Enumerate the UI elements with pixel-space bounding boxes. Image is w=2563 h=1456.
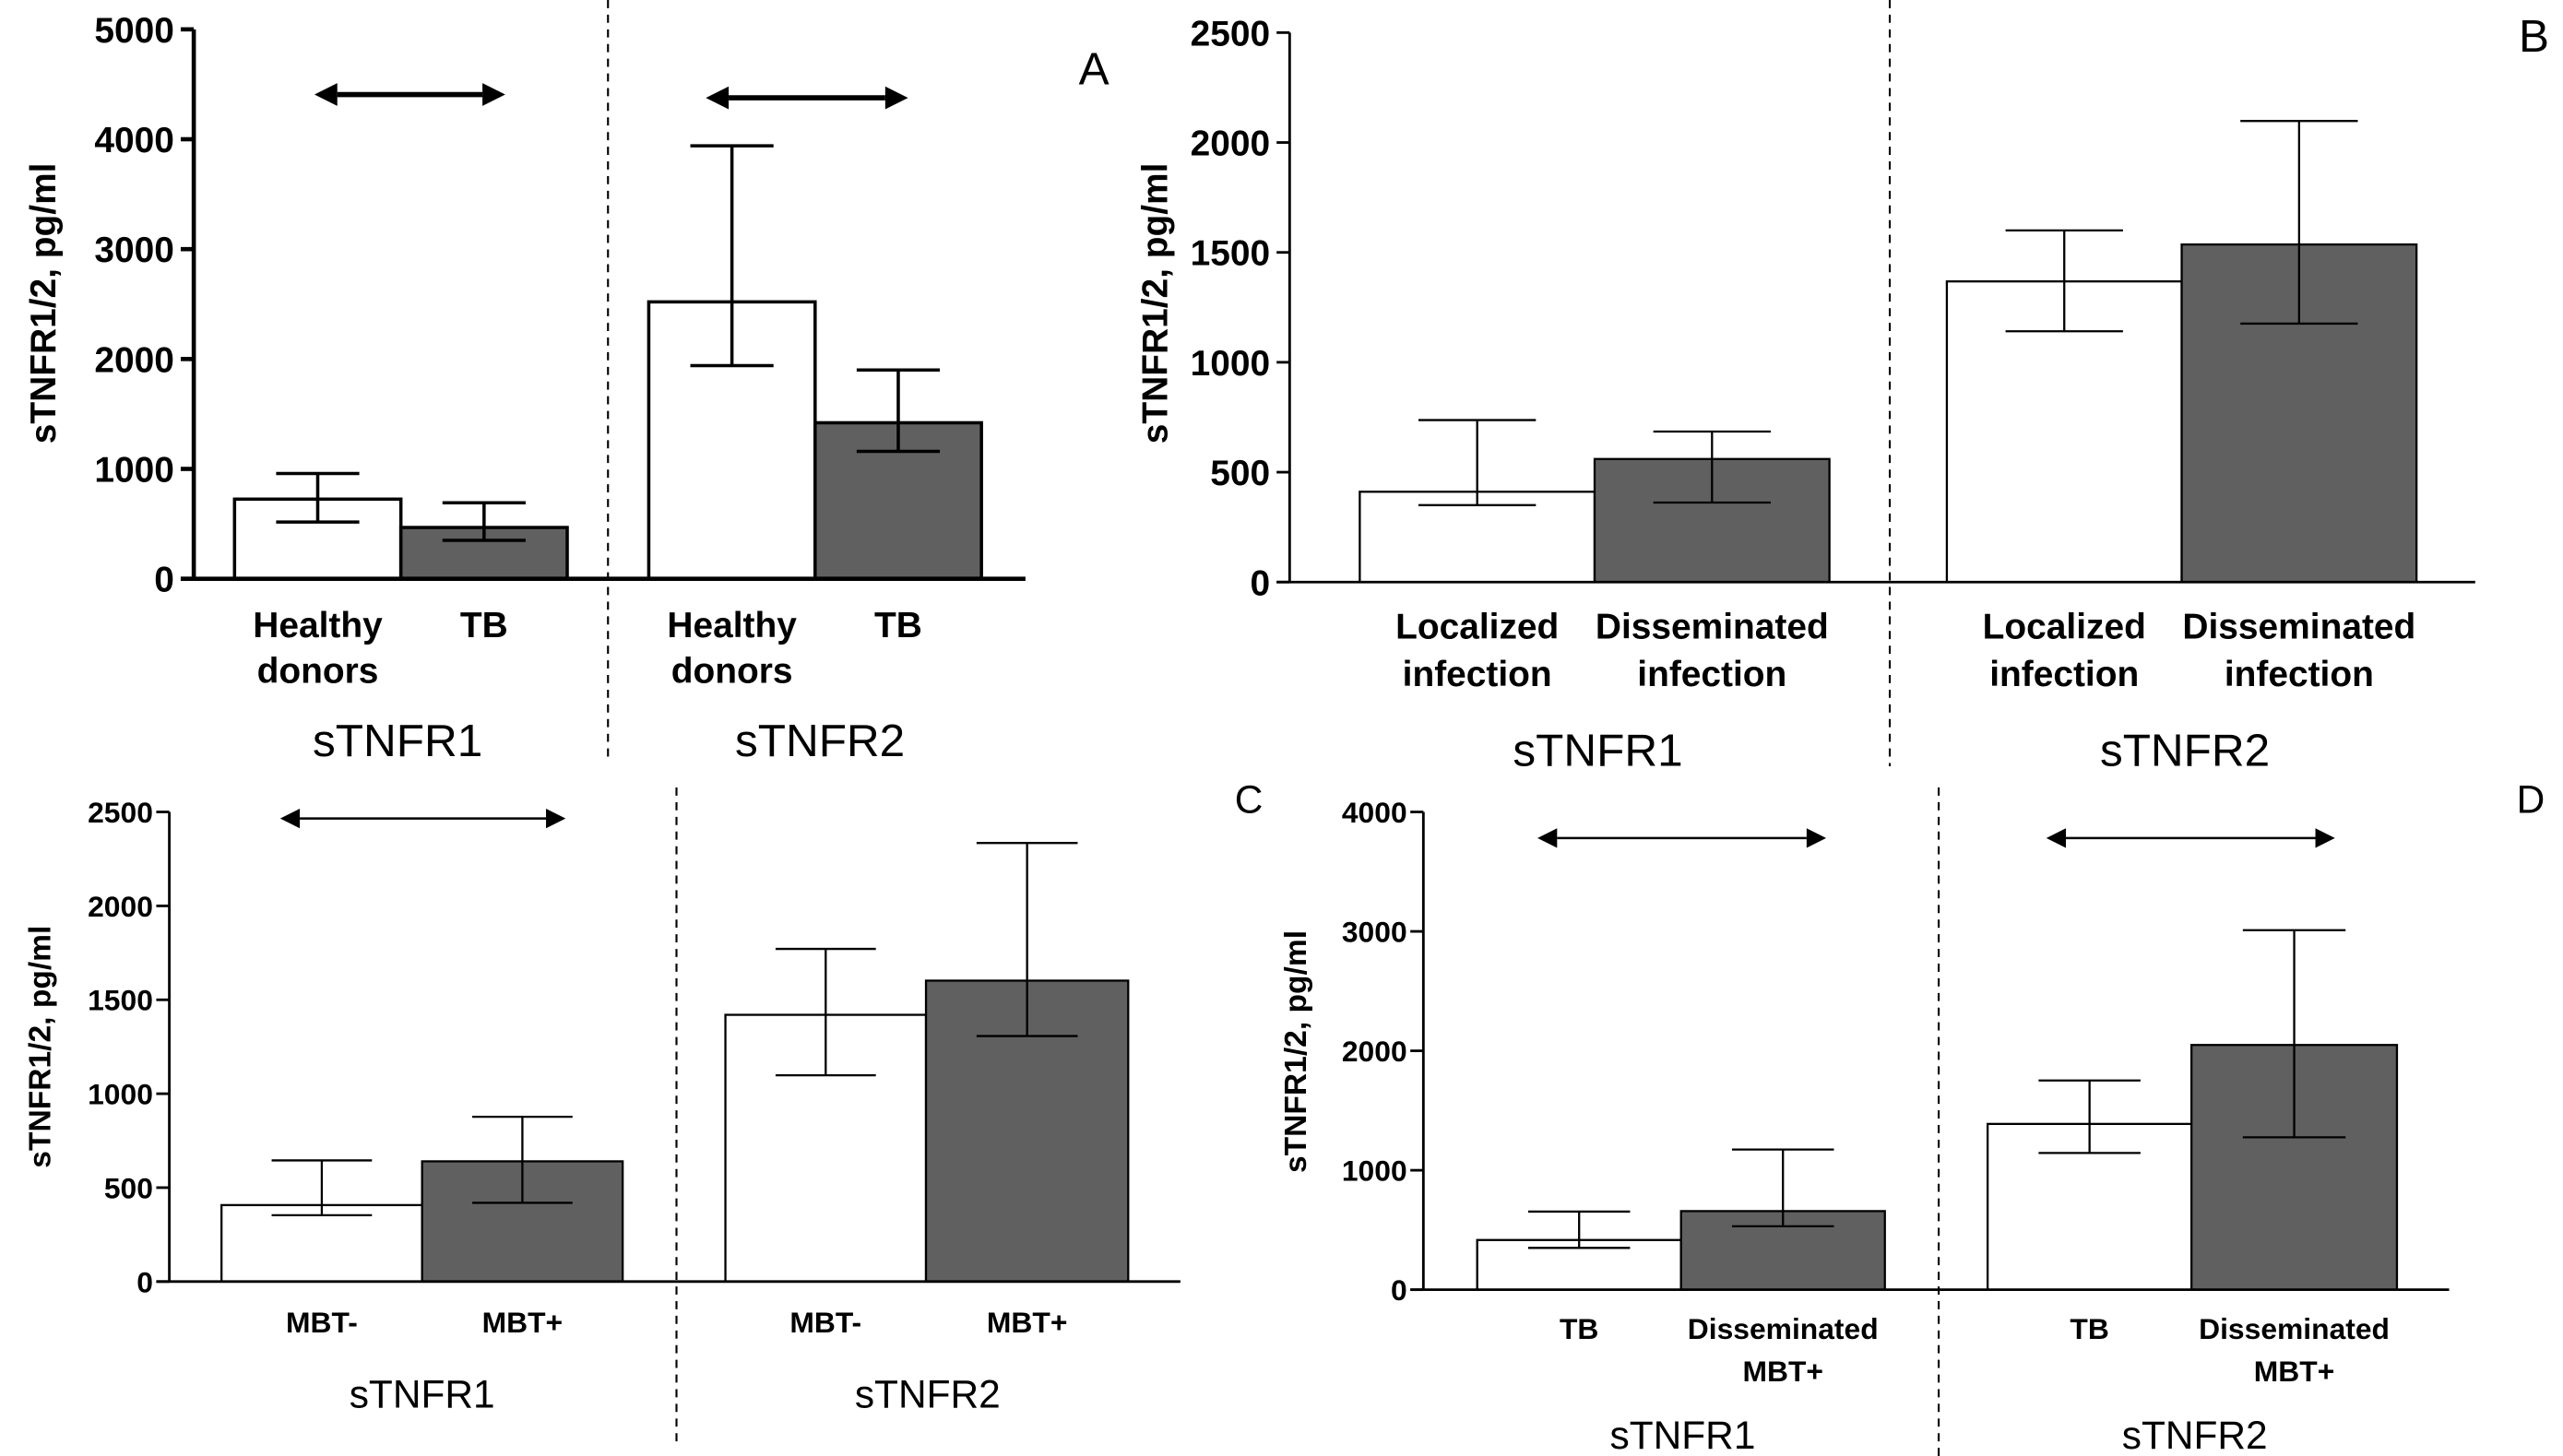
y-axis-label: sTNFR1/2, pg/ml [24, 163, 64, 444]
group-label: sTNFR1 [1513, 726, 1682, 776]
bar-stnfr1-0 [220, 1203, 423, 1283]
group-label: sTNFR2 [735, 716, 905, 766]
arrowhead-right-icon [884, 86, 908, 110]
y-tick-label: 1500 [88, 984, 153, 1017]
panel-b: Localized infection Disseminated infection s… [1136, 0, 2549, 776]
panel-letter: C [1235, 777, 1264, 821]
y-tick-label: 2000 [94, 340, 174, 380]
y-tick-label: 0 [1250, 563, 1270, 603]
arrowhead-right-icon [2315, 828, 2335, 848]
category-label: Disseminated [1688, 1312, 1879, 1345]
arrowhead-right-icon [546, 809, 566, 829]
category-label: Healthy [667, 606, 797, 645]
category-label: Healthy [253, 606, 383, 645]
panel-letter: D [2517, 777, 2545, 821]
y-tick-label: 3000 [1342, 916, 1407, 949]
y-tick-label: 5000 [94, 11, 174, 51]
panel-c: MBT- MBT+ sTNFR1 MBT- MBT+ sTNFR2 0 500 1000 1500… [24, 777, 1264, 1443]
panel-d: TB Disseminated MBT+ sTNFR1 TB Disseminated MB… [1279, 777, 2545, 1456]
y-tick-label: 3000 [94, 231, 174, 270]
category-label: TB [460, 606, 508, 645]
y-tick-label: 2000 [1191, 124, 1271, 164]
category-label: donors [257, 651, 379, 691]
y-tick-label: 0 [136, 1265, 153, 1298]
y-tick-label: 1000 [88, 1078, 153, 1111]
y-axis-label: sTNFR1/2, pg/ml [1136, 163, 1176, 444]
group-label: sTNFR1 [350, 1373, 495, 1416]
arrowhead-left-icon [706, 86, 730, 110]
category-label: Disseminated [1596, 608, 1829, 647]
group-label: sTNFR2 [855, 1373, 1001, 1416]
category-label: TB [874, 606, 922, 645]
y-tick-label: 4000 [94, 121, 174, 160]
y-tick-label: 2000 [88, 890, 153, 923]
y-tick-label: 2500 [1191, 14, 1271, 53]
category-label: donors [671, 651, 793, 691]
y-tick-label: 0 [1391, 1273, 1407, 1307]
category-label: MBT+ [482, 1306, 563, 1339]
group-label: sTNFR2 [2100, 726, 2270, 776]
panel-letter: B [2519, 11, 2549, 62]
y-tick-label: 500 [1210, 454, 1270, 493]
category-label: MBT- [789, 1306, 861, 1339]
y-axis-label: sTNFR1/2, pg/ml [24, 926, 58, 1168]
y-tick-label: 1000 [1342, 1154, 1407, 1188]
category-label: MBT+ [2254, 1355, 2334, 1388]
y-tick-label: 4000 [1342, 796, 1407, 829]
y-tick-label: 1500 [1191, 234, 1271, 274]
category-label: MBT+ [1742, 1355, 1822, 1388]
y-tick-label: 1000 [1191, 344, 1271, 384]
category-label: TB [2070, 1312, 2108, 1345]
arrowhead-left-icon [314, 83, 338, 106]
y-tick-label: 2000 [1342, 1035, 1407, 1068]
arrowhead-right-icon [1806, 828, 1827, 848]
arrowhead-left-icon [1537, 828, 1558, 848]
y-axis-label: sTNFR1/2, pg/ml [1279, 930, 1313, 1173]
arrowhead-left-icon [2046, 828, 2067, 848]
category-label: Localized [1983, 608, 2146, 647]
arrowhead-right-icon [482, 83, 505, 106]
y-tick-label: 1000 [94, 451, 174, 491]
category-label: infection [2225, 655, 2374, 694]
y-tick-label: 0 [154, 561, 174, 600]
category-label: TB [1560, 1312, 1598, 1345]
y-tick-label: 500 [104, 1171, 153, 1204]
y-tick-label: 2500 [88, 796, 153, 829]
category-label: infection [1637, 655, 1786, 694]
panel-a: Healthy donors TB sTNFR1 Healthy donors TB sTNF… [24, 0, 1109, 766]
category-label: MBT- [286, 1306, 358, 1339]
category-label: infection [1403, 655, 1552, 694]
category-label: MBT+ [987, 1306, 1067, 1339]
category-label: Disseminated [2199, 1312, 2390, 1345]
category-label: infection [1989, 655, 2139, 694]
panel-letter: A [1079, 44, 1109, 95]
group-label: sTNFR2 [2122, 1414, 2268, 1456]
category-label: Disseminated [2182, 608, 2415, 647]
group-label: sTNFR1 [1610, 1414, 1756, 1456]
arrowhead-left-icon [279, 809, 301, 829]
group-label: sTNFR1 [313, 716, 482, 766]
category-label: Localized [1395, 608, 1559, 647]
